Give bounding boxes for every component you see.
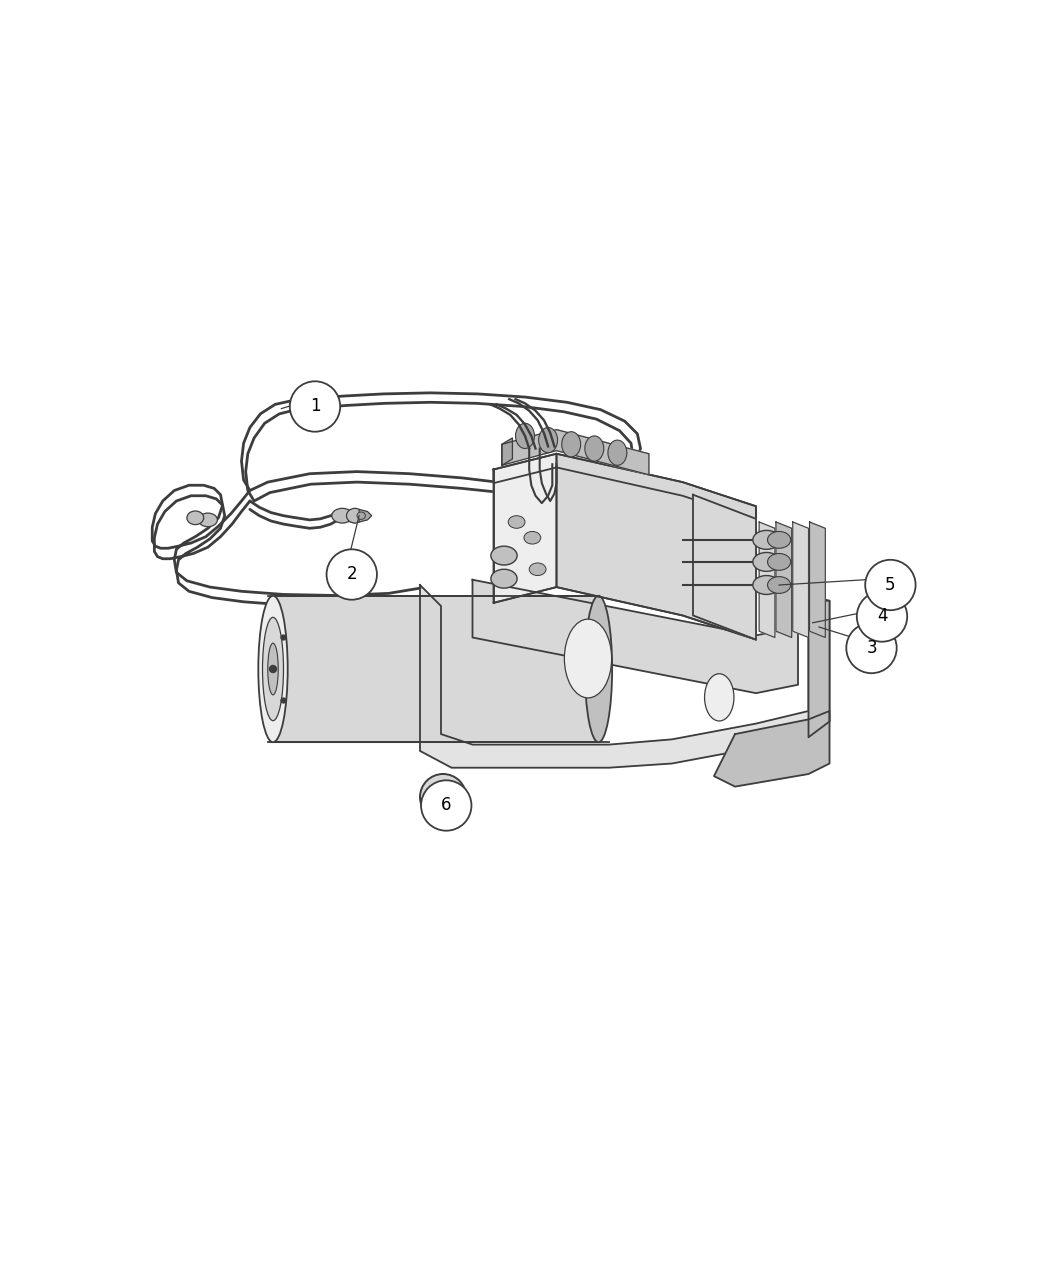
Circle shape: [420, 774, 466, 820]
Ellipse shape: [258, 595, 288, 742]
Ellipse shape: [608, 440, 627, 465]
Circle shape: [280, 697, 287, 704]
Ellipse shape: [268, 643, 278, 695]
Circle shape: [280, 635, 287, 640]
Ellipse shape: [753, 575, 780, 594]
Circle shape: [846, 622, 897, 673]
Ellipse shape: [262, 617, 284, 720]
Ellipse shape: [187, 511, 204, 524]
Text: 1: 1: [310, 398, 320, 416]
Polygon shape: [776, 521, 792, 638]
Circle shape: [865, 560, 916, 611]
Text: 5: 5: [885, 576, 896, 594]
Polygon shape: [273, 595, 598, 742]
Ellipse shape: [562, 432, 581, 456]
Circle shape: [269, 664, 277, 673]
Ellipse shape: [585, 436, 604, 462]
Circle shape: [429, 783, 457, 811]
Ellipse shape: [508, 515, 525, 528]
Polygon shape: [502, 430, 649, 474]
Ellipse shape: [768, 553, 791, 570]
Circle shape: [290, 381, 340, 432]
Ellipse shape: [705, 673, 734, 720]
Polygon shape: [502, 439, 512, 465]
Ellipse shape: [768, 532, 791, 548]
Ellipse shape: [491, 546, 517, 565]
Text: 2: 2: [346, 566, 357, 584]
Polygon shape: [808, 601, 830, 737]
Circle shape: [421, 780, 471, 831]
Polygon shape: [420, 585, 830, 768]
Circle shape: [327, 550, 377, 599]
Ellipse shape: [332, 509, 353, 523]
Ellipse shape: [768, 576, 791, 593]
Circle shape: [857, 592, 907, 641]
Polygon shape: [472, 580, 798, 694]
Polygon shape: [759, 521, 775, 638]
Ellipse shape: [539, 427, 558, 453]
Ellipse shape: [753, 530, 780, 550]
Ellipse shape: [529, 564, 546, 575]
Ellipse shape: [357, 513, 365, 519]
Polygon shape: [714, 711, 830, 787]
Ellipse shape: [753, 552, 780, 571]
Ellipse shape: [585, 595, 612, 742]
Polygon shape: [810, 521, 825, 638]
Text: 6: 6: [441, 797, 452, 815]
Ellipse shape: [516, 423, 534, 449]
Text: 3: 3: [866, 639, 877, 657]
Polygon shape: [359, 510, 372, 521]
Text: 4: 4: [877, 607, 887, 626]
Ellipse shape: [491, 569, 517, 588]
Polygon shape: [494, 454, 756, 520]
Polygon shape: [693, 495, 756, 640]
Polygon shape: [793, 521, 808, 638]
Polygon shape: [494, 454, 556, 603]
Polygon shape: [556, 454, 756, 640]
Ellipse shape: [565, 620, 611, 697]
Ellipse shape: [346, 509, 363, 523]
Ellipse shape: [198, 513, 217, 527]
Ellipse shape: [524, 532, 541, 544]
